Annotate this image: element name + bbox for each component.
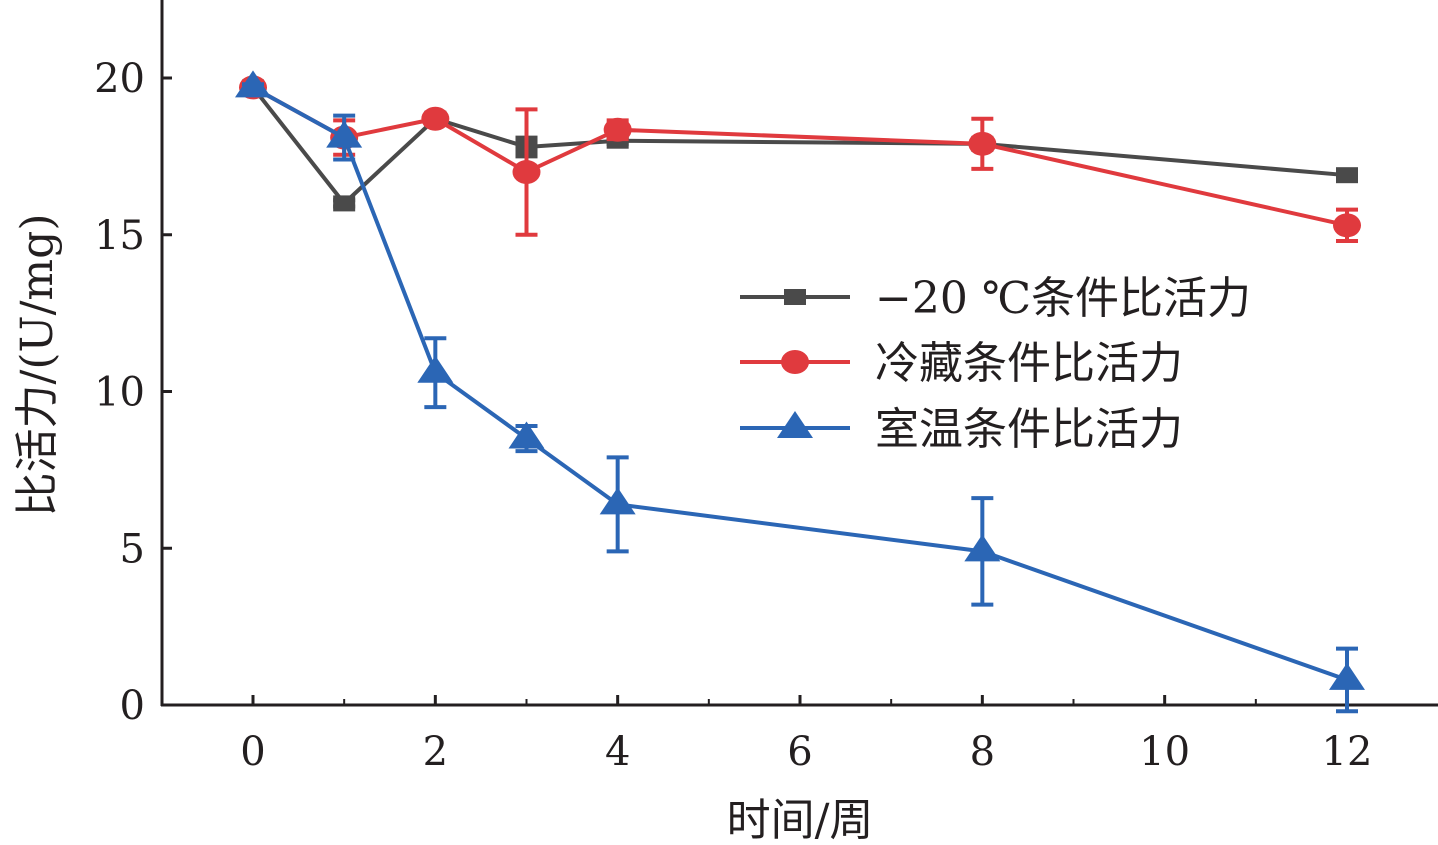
data-point <box>1336 167 1358 184</box>
data-point <box>333 195 356 212</box>
y-tick-label: 10 <box>94 370 145 416</box>
legend-item: 冷藏条件比活力 <box>740 338 1183 389</box>
data-point <box>968 131 997 156</box>
y-tick-label: 5 <box>120 526 145 572</box>
legend-marker <box>777 411 813 438</box>
data-point <box>508 421 545 449</box>
data-point <box>417 355 454 383</box>
series-line <box>251 86 1348 207</box>
data-point <box>326 120 363 148</box>
axes: 0 2 4 6 8 10 12 0 5 10 15 20 <box>94 0 1438 775</box>
x-tick-label: 0 <box>240 729 265 775</box>
data-point <box>1329 662 1365 690</box>
plot-area <box>235 70 1365 714</box>
y-tick-label: 20 <box>94 56 145 102</box>
data-point <box>512 160 541 185</box>
x-tick-label: 8 <box>970 729 995 775</box>
y-axis-label: 比活力/(U/mg) <box>12 214 63 517</box>
x-tick-label: 6 <box>787 729 812 775</box>
legend-item: 室温条件比活力 <box>740 404 1183 455</box>
y-tick-label: 0 <box>120 683 145 729</box>
legend-item: −20 ℃条件比活力 <box>740 273 1251 324</box>
x-tick-label: 10 <box>1139 729 1190 775</box>
legend-marker <box>781 350 809 374</box>
x-tick-label: 12 <box>1322 729 1373 775</box>
x-axis-label: 时间/周 <box>727 795 874 845</box>
series-line <box>252 85 1348 228</box>
data-point <box>421 106 450 131</box>
legend-label: 室温条件比活力 <box>875 404 1183 455</box>
data-point <box>599 487 636 515</box>
y-tick-label: 15 <box>94 213 145 259</box>
data-point <box>1333 213 1361 238</box>
legend-marker <box>784 289 806 305</box>
legend-label: 冷藏条件比活力 <box>875 338 1183 389</box>
series-circle <box>239 75 1361 244</box>
data-point <box>964 534 1001 562</box>
series-triangle <box>235 70 1365 714</box>
data-point <box>235 70 271 98</box>
x-tick-label: 4 <box>605 729 630 775</box>
data-point <box>603 117 632 142</box>
legend-label: −20 ℃条件比活力 <box>875 273 1251 324</box>
x-tick-label: 2 <box>423 729 448 775</box>
